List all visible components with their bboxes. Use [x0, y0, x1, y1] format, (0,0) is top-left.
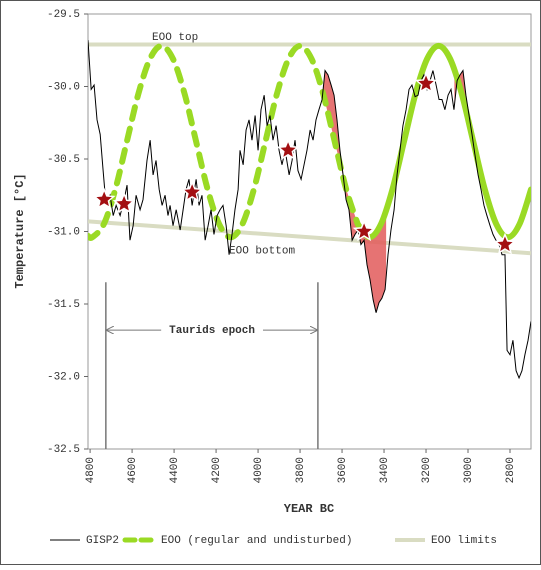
- x-tick-label: 4000: [253, 457, 265, 483]
- x-tick-label: 3600: [337, 457, 349, 483]
- y-tick-label: -29.5: [47, 9, 80, 21]
- star-marker: [180, 180, 204, 203]
- legend-label: EOO limits: [431, 535, 497, 547]
- star-marker: [352, 219, 376, 242]
- eoo-line: [354, 42, 531, 241]
- legend-label: EOO (regular and undisturbed): [161, 535, 352, 547]
- gisp2-line: [88, 40, 531, 380]
- y-axis-label: Temperature [°C]: [13, 173, 27, 288]
- annotation: Taurids epoch: [169, 325, 255, 337]
- x-tick-label: 3800: [295, 457, 307, 483]
- star-marker: [493, 232, 517, 255]
- plot-area: [87, 13, 532, 450]
- star-marker: [276, 138, 300, 160]
- annotation: EOO top: [152, 32, 198, 44]
- x-tick-label: 3400: [379, 457, 391, 483]
- annotation: EOO bottom: [229, 245, 295, 257]
- y-tick-label: -30.5: [47, 154, 80, 166]
- y-tick-label: -32.0: [47, 371, 80, 383]
- x-tick-label: 3000: [463, 457, 475, 483]
- x-tick-label: 4800: [85, 457, 97, 483]
- plot: [88, 40, 531, 380]
- eoo-limit: [88, 219, 531, 256]
- star-marker: [112, 191, 136, 214]
- star-marker: [92, 187, 116, 210]
- star-marker: [414, 71, 438, 94]
- x-tick-label: 4400: [169, 457, 181, 483]
- highlight: [323, 70, 387, 313]
- x-tick-label: 4200: [211, 457, 223, 483]
- y-tick-label: -31.5: [47, 299, 80, 311]
- eoo-line: [88, 42, 361, 241]
- x-axis-label: YEAR BC: [284, 502, 334, 516]
- legend-label: GISP2: [86, 535, 119, 547]
- x-tick-label: 2800: [505, 457, 517, 483]
- y-tick-label: -30.0: [47, 81, 80, 93]
- x-tick-label: 4600: [127, 457, 139, 483]
- y-tick-label: -32.5: [47, 444, 80, 456]
- x-tick-label: 3200: [421, 457, 433, 483]
- y-tick-label: -31.0: [47, 226, 80, 238]
